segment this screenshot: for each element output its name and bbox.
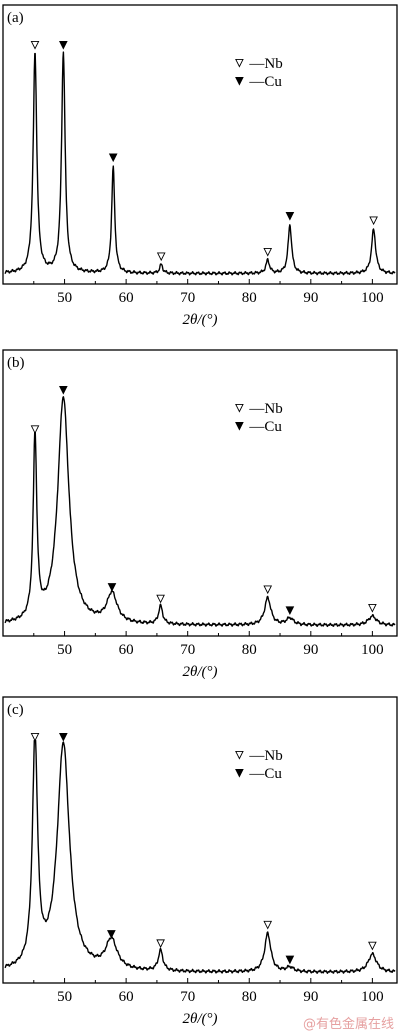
x-tick-label: 50 (57, 989, 72, 1005)
panel-label: (c) (7, 702, 24, 718)
x-tick-label: 100 (361, 290, 384, 306)
nb-peak-marker (263, 585, 273, 595)
x-tick-label: 80 (242, 989, 257, 1005)
nb-peak-marker (368, 604, 377, 613)
legend-cu-label: —Cu (248, 419, 282, 435)
plot-frame (2, 696, 398, 984)
cu-peak-marker (285, 955, 295, 965)
panel-label: (a) (7, 10, 24, 26)
x-tick-label: 80 (242, 642, 257, 658)
plot-frame (2, 349, 398, 637)
x-tick-label: 90 (303, 290, 318, 306)
cu-peak-marker (59, 40, 68, 50)
x-tick-label: 60 (119, 989, 134, 1005)
plot-frame (2, 4, 398, 285)
panel-c: (c) 50 60 70 80 90 100 2θ/(°) —Nb —Cu (2, 696, 398, 1027)
x-tick-label: 70 (180, 290, 195, 306)
x-tick-label: 80 (242, 290, 257, 306)
cu-peak-marker (108, 153, 118, 163)
panel-a: (a) 50 60 70 80 90 100 2θ/(°) —Nb —Cu (2, 4, 398, 328)
watermark-text: @有色金属在线 (302, 1017, 394, 1032)
xrd-trace (4, 51, 396, 276)
x-tick-label: 70 (180, 642, 195, 658)
legend-cu-label: —Cu (248, 74, 282, 90)
nb-peak-marker (156, 252, 166, 262)
nb-peak-marker (368, 941, 377, 951)
legend-nb-label: —Nb (248, 401, 282, 417)
legend-nb-marker (235, 403, 244, 413)
x-tick-label: 60 (119, 642, 134, 658)
legend-cu-marker (235, 768, 244, 778)
nb-peak-marker (263, 920, 273, 930)
cu-peak-marker (59, 385, 68, 395)
cu-peak-marker (107, 930, 116, 939)
x-tick-label: 70 (180, 989, 195, 1005)
legend-cu-marker (235, 421, 244, 431)
panel-b: (b) 50 60 70 80 90 100 2θ/(°) —Nb —Cu (2, 349, 398, 680)
x-axis-label: 2θ/(°) (182, 1011, 217, 1027)
nb-peak-marker (156, 594, 165, 604)
x-tick-label: 50 (57, 642, 72, 658)
legend-nb-label: —Nb (248, 56, 282, 72)
cu-peak-marker (285, 211, 295, 221)
legend-cu-marker (235, 76, 244, 86)
nb-peak-marker (369, 216, 378, 226)
legend-nb-marker (235, 58, 244, 68)
cu-peak-marker (59, 732, 68, 742)
legend-nb-marker (235, 750, 244, 760)
nb-peak-marker (30, 40, 40, 50)
legend-cu-label: —Cu (248, 766, 282, 782)
x-tick-label: 60 (119, 290, 134, 306)
xrd-trace (4, 396, 396, 628)
x-tick-label: 50 (57, 290, 72, 306)
nb-peak-marker (30, 732, 40, 742)
cu-peak-marker (285, 606, 295, 616)
xrd-trace (4, 739, 396, 974)
x-tick-label: 90 (303, 642, 318, 658)
x-axis-label: 2θ/(°) (182, 312, 217, 328)
panel-label: (b) (7, 355, 25, 371)
x-axis-label: 2θ/(°) (182, 664, 217, 680)
nb-peak-marker (30, 425, 40, 435)
x-tick-label: 90 (303, 989, 318, 1005)
nb-peak-marker (156, 939, 165, 949)
nb-peak-marker (263, 247, 273, 257)
x-tick-label: 100 (361, 642, 384, 658)
x-tick-label: 100 (361, 989, 384, 1005)
cu-peak-marker (107, 583, 117, 592)
legend-nb-label: —Nb (248, 748, 282, 764)
